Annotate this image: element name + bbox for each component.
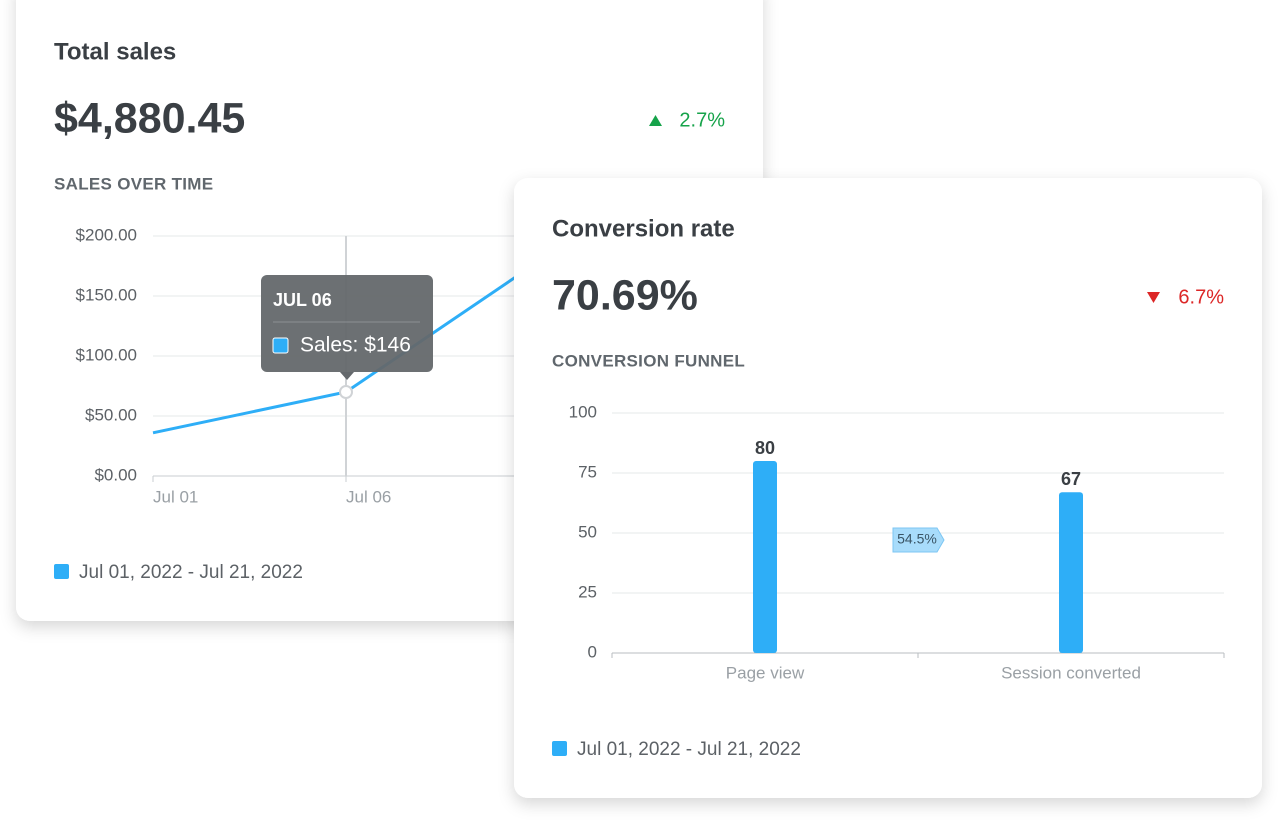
y-tick-label: 50 xyxy=(578,522,597,541)
card-total: 70.69% xyxy=(552,271,698,319)
card-title: Conversion rate xyxy=(552,215,735,242)
legend-label: Jul 01, 2022 - Jul 21, 2022 xyxy=(79,562,303,583)
y-tick-label: $200.00 xyxy=(76,225,137,244)
y-tick-label: 25 xyxy=(578,582,597,601)
legend-label: Jul 01, 2022 - Jul 21, 2022 xyxy=(577,739,801,760)
card-title: Total sales xyxy=(54,38,176,65)
y-tick-label: $0.00 xyxy=(94,465,137,484)
tooltip xyxy=(261,275,433,372)
tooltip-text: Sales: $146 xyxy=(300,334,411,357)
x-tick-label: Jul 01 xyxy=(153,487,198,506)
annotation: 54.5% xyxy=(897,531,937,547)
bar xyxy=(753,461,777,653)
bar-value-label: 67 xyxy=(1061,469,1081,489)
x-tick-label: Page view xyxy=(726,663,805,682)
y-tick-label: $100.00 xyxy=(76,345,137,364)
annotation-tag xyxy=(892,527,945,553)
legend-swatch xyxy=(552,741,567,756)
tooltip-date: JUL 06 xyxy=(273,290,332,310)
card-total: $4,880.45 xyxy=(54,94,245,142)
chart-title: SALES OVER TIME xyxy=(54,174,213,193)
x-tick-label: Jul 06 xyxy=(346,487,391,506)
chart-title: CONVERSION FUNNEL xyxy=(552,351,745,370)
y-tick-label: $150.00 xyxy=(76,285,137,304)
legend-swatch xyxy=(54,564,69,579)
down-arrow xyxy=(1147,292,1160,303)
hover-point xyxy=(339,385,353,399)
y-tick-label: 0 xyxy=(588,642,597,661)
card-change: 2.7% xyxy=(679,109,725,131)
bar xyxy=(1059,492,1083,653)
y-tick-label: $50.00 xyxy=(85,405,137,424)
card-change: 6.7% xyxy=(1178,286,1224,308)
tooltip-pointer xyxy=(340,372,354,380)
x-tick-label: Session converted xyxy=(1001,663,1141,682)
y-tick-label: 100 xyxy=(569,402,597,421)
bar-value-label: 80 xyxy=(755,438,775,458)
up-arrow xyxy=(649,115,662,126)
tooltip-swatch xyxy=(272,337,289,354)
y-tick-label: 75 xyxy=(578,462,597,481)
